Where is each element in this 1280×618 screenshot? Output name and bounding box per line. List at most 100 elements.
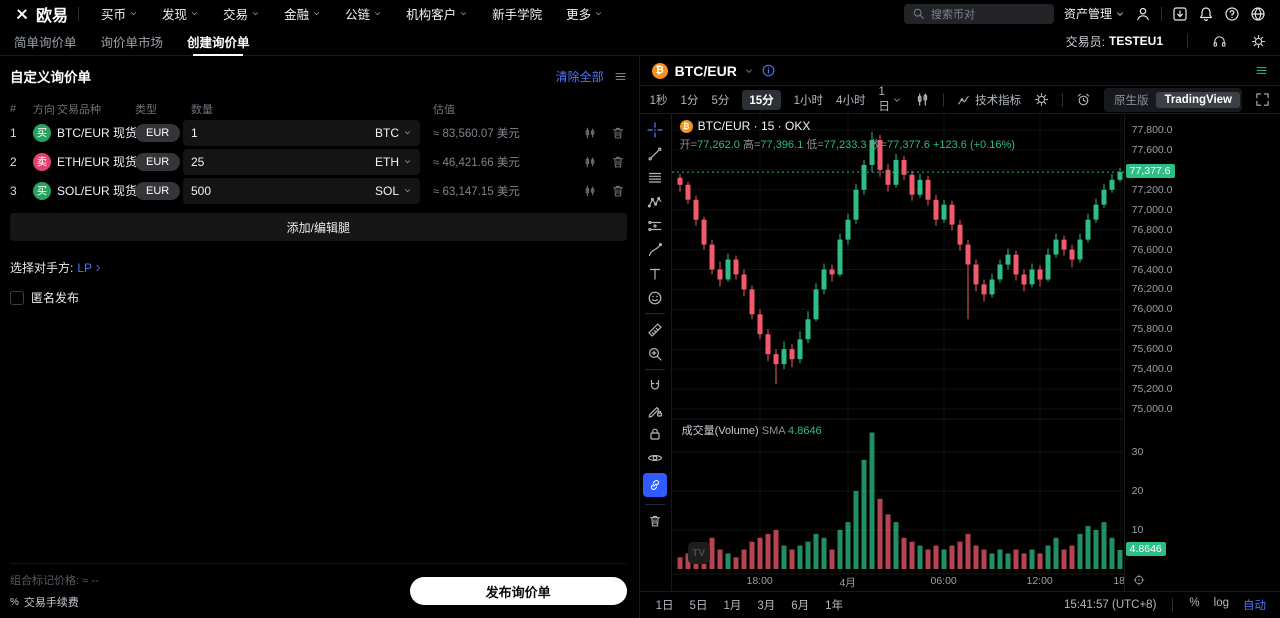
symbol-selector[interactable]: SOL/EUR 现货 (57, 182, 148, 199)
brush-icon[interactable] (643, 241, 667, 258)
range-button-1日[interactable]: 1日 (655, 600, 674, 612)
counterparty-link[interactable]: LP (77, 261, 103, 275)
timeframe-15分[interactable]: 15分 (742, 89, 781, 110)
native-version-tab[interactable]: 原生版 (1113, 94, 1149, 107)
tab-询价单市场[interactable]: 询价单市场 (100, 35, 164, 50)
link-icon[interactable] (643, 473, 668, 497)
settings-gear-icon[interactable] (1251, 34, 1266, 49)
help-icon[interactable] (1224, 6, 1240, 22)
download-app-icon[interactable] (1172, 6, 1188, 22)
compare-candles-icon[interactable] (583, 155, 597, 169)
nav-item-新手学院[interactable]: 新手学院 (492, 8, 543, 22)
tab-创建询价单[interactable]: 创建询价单 (187, 27, 250, 56)
scale-button-自动[interactable]: 自动 (1243, 600, 1266, 612)
emoji-icon[interactable] (643, 289, 667, 306)
amount-input[interactable]: 25 ETH (183, 148, 420, 175)
scroll-to-realtime-icon[interactable] (1133, 574, 1145, 586)
chevron-down-icon[interactable] (744, 66, 754, 76)
pattern-icon[interactable] (643, 193, 667, 210)
search-input[interactable]: 搜索币对 (903, 3, 1054, 24)
delete-leg-icon[interactable] (611, 155, 625, 169)
panel-menu-icon[interactable] (614, 70, 627, 83)
symbol-selector[interactable]: BTC/EUR 现货 (57, 124, 148, 141)
price-tick: 75,200.0 (1131, 383, 1173, 395)
anonymous-checkbox[interactable]: 匿名发布 (10, 289, 627, 306)
okx-logo[interactable]: 欧易 (14, 2, 68, 26)
checkbox[interactable] (10, 290, 24, 305)
nav-item-买币[interactable]: 买币 (101, 4, 138, 23)
profile-icon[interactable] (1135, 6, 1151, 22)
range-button-5日[interactable]: 5日 (689, 600, 708, 612)
compare-candles-icon[interactable] (583, 184, 597, 198)
current-volume-label: 4.8646 (1125, 542, 1166, 556)
currency-type-pill[interactable]: EUR (135, 181, 181, 200)
zoom-in-icon[interactable] (643, 345, 667, 362)
publish-rfq-button[interactable]: 发布询价单 (409, 577, 627, 605)
timeframe-1分[interactable]: 1分 (680, 94, 699, 107)
unit-dropdown[interactable]: SOL (375, 184, 412, 198)
chart-settings-icon[interactable] (1034, 92, 1049, 107)
lock-icon[interactable] (643, 425, 667, 442)
trash-icon[interactable] (643, 512, 667, 529)
magnet-icon[interactable] (643, 377, 667, 394)
search-icon (912, 7, 925, 20)
unit-dropdown[interactable]: ETH (375, 155, 412, 169)
timeframe-1小时[interactable]: 1小时 (793, 94, 824, 107)
fullscreen-icon[interactable] (1255, 92, 1270, 107)
nav-item-公链[interactable]: 公链 (345, 4, 382, 23)
range-button-3月[interactable]: 3月 (757, 600, 776, 612)
alert-icon[interactable] (1076, 92, 1091, 107)
ruler-icon[interactable] (643, 321, 667, 338)
nav-item-发现[interactable]: 发现 (162, 4, 199, 23)
amount-input[interactable]: 500 SOL (183, 177, 420, 204)
amount-input[interactable]: 1 BTC (183, 119, 420, 146)
edit-lock-icon[interactable] (643, 401, 667, 418)
pair-selector[interactable]: BTC/EUR (674, 62, 737, 79)
indicators-button[interactable]: 技术指标 (957, 92, 1021, 108)
timeframe-dropdown[interactable]: 1日 (878, 86, 902, 114)
nav-item-机构客户[interactable]: 机构客户 (406, 4, 468, 23)
drawing-toolbar (640, 114, 672, 591)
candle-type-icon[interactable] (915, 92, 930, 107)
eye-icon[interactable] (643, 449, 667, 466)
assets-menu[interactable]: 资产管理 (1064, 5, 1125, 22)
chart-clock[interactable]: 15:41:57 (UTC+8) (1064, 599, 1157, 611)
scale-button-%[interactable]: % (1189, 597, 1200, 609)
delete-leg-icon[interactable] (611, 126, 625, 140)
range-button-1月[interactable]: 1月 (723, 600, 742, 612)
unit-dropdown[interactable]: BTC (375, 126, 412, 140)
nav-item-更多[interactable]: 更多 (566, 4, 603, 23)
timeframe-5分[interactable]: 5分 (711, 94, 730, 107)
symbol-selector[interactable]: ETH/EUR 现货 (57, 153, 148, 170)
scale-button-log[interactable]: log (1213, 597, 1229, 609)
language-globe-icon[interactable] (1250, 6, 1266, 22)
info-icon[interactable] (761, 63, 776, 78)
tradingview-tab[interactable]: TradingView (1156, 91, 1240, 108)
notifications-icon[interactable] (1198, 6, 1214, 22)
currency-type-pill[interactable]: EUR (135, 152, 181, 171)
text-icon[interactable] (643, 265, 667, 282)
add-edit-leg-button[interactable]: 添加/编辑腿 (10, 213, 627, 241)
timeframe-4小时[interactable]: 4小时 (836, 94, 866, 107)
chart-menu-icon[interactable] (1255, 64, 1268, 77)
tab-简单询价单[interactable]: 简单询价单 (14, 35, 77, 50)
time-axis[interactable]: 18:00 4月 06:00 12:00 18: (672, 575, 1124, 589)
crosshair-icon[interactable] (643, 121, 667, 138)
currency-type-pill[interactable]: EUR (135, 123, 181, 142)
support-headset-icon[interactable] (1212, 34, 1227, 49)
clear-all-link[interactable]: 清除全部 (555, 69, 604, 84)
trend-line-icon[interactable] (643, 145, 667, 162)
chart-version-toggle: 原生版 TradingView (1103, 87, 1242, 112)
position-icon[interactable] (643, 217, 667, 234)
fib-retracement-icon[interactable] (643, 169, 667, 186)
range-button-1年[interactable]: 1年 (825, 600, 844, 612)
compare-candles-icon[interactable] (583, 126, 597, 140)
chevron-down-icon (892, 95, 902, 105)
range-button-6月[interactable]: 6月 (791, 600, 810, 612)
timeframe-1秒[interactable]: 1秒 (649, 94, 668, 107)
nav-item-金融[interactable]: 金融 (284, 4, 321, 23)
nav-item-交易[interactable]: 交易 (223, 4, 260, 23)
delete-leg-icon[interactable] (611, 184, 625, 198)
chart-canvas[interactable]: ₿ BTC/EUR · 15 · OKX 开=77,262.0 高=77,396.… (671, 114, 1124, 591)
price-axis[interactable]: 77,800.077,600.077,400.077,200.077,000.0… (1123, 114, 1280, 591)
